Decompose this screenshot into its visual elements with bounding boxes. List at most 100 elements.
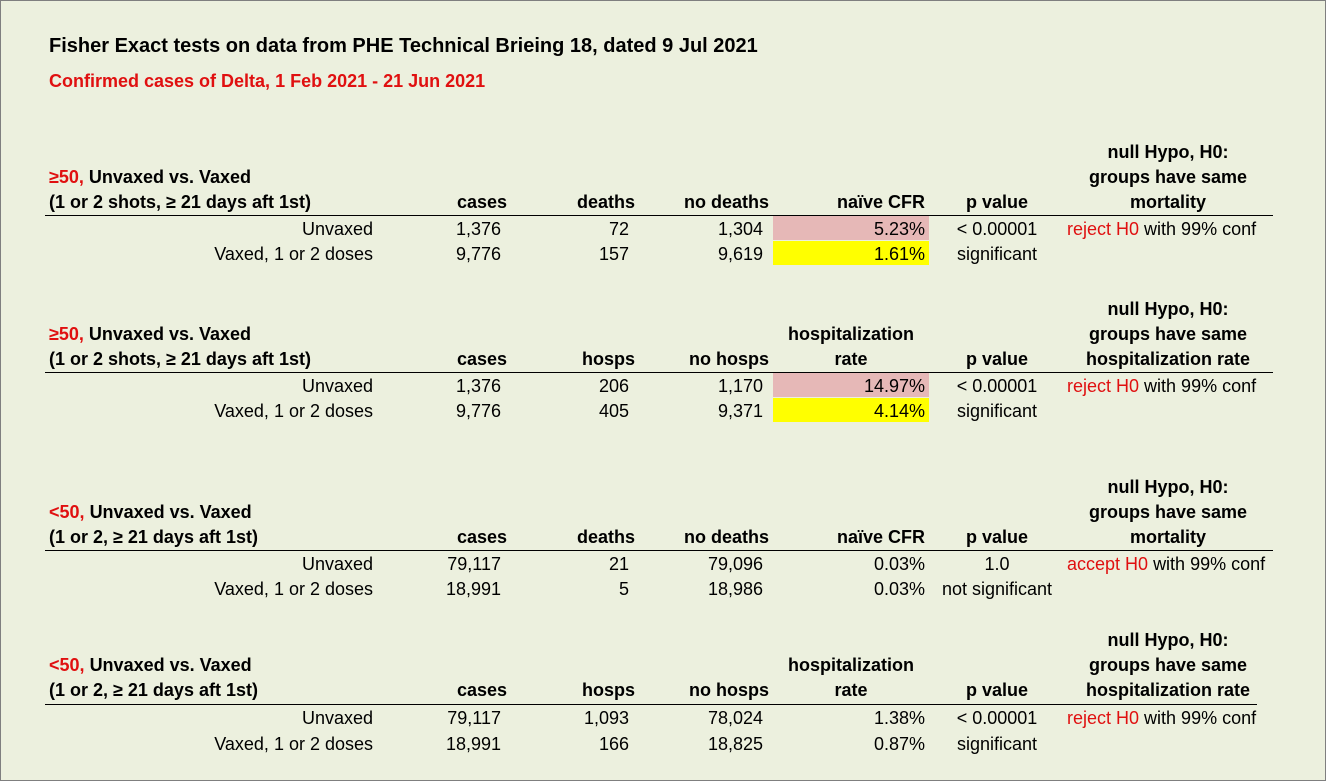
decision-text: accept H0 with 99% conf [1067,551,1265,577]
row-group-label: Vaxed, 1 or 2 doses [214,734,373,754]
decision-label: reject H0 [1067,376,1140,396]
header-rule [45,372,1273,373]
block-heading: ≥50, Unvaxed vs. Vaxed [49,164,251,190]
age-group-label: ≥50, [49,167,84,187]
comparison-label: Unvaxed vs. Vaxed [89,502,252,522]
decision-text: reject H0 with 99% conf [1067,705,1256,731]
col-no-events-header: no hosps [689,680,769,700]
null-hypo-line3: mortality [1129,527,1207,547]
row-p-significance: not significant [941,579,1053,599]
row-rate: 0.03% [873,554,925,574]
row-cases: 18,991 [445,734,501,754]
decision-suffix: with 99% conf [1144,219,1257,239]
row-p-value: < 0.00001 [956,708,1038,728]
row-rate: 4.14% [873,401,925,421]
row-cases: 79,117 [447,708,501,728]
block-subheading: (1 or 2 shots, ≥ 21 days aft 1st) [49,349,311,369]
col-no-events-header: no deaths [683,192,769,212]
rate-highlight-unvaxed [773,373,929,397]
block-subheading: (1 or 2, ≥ 21 days aft 1st) [49,527,258,547]
row-group-label: Vaxed, 1 or 2 doses [214,579,373,599]
row-rate: 0.87% [873,734,925,754]
row-group-label: Unvaxed [301,376,373,396]
block-subheading: (1 or 2, ≥ 21 days aft 1st) [49,680,258,700]
row-events: 21 [608,554,629,574]
block-heading: <50, Unvaxed vs. Vaxed [49,499,252,525]
null-hypo-line2: groups have same [1088,655,1248,675]
null-hypo-line1: null Hypo, H0: [1107,630,1229,650]
row-events: 157 [598,244,629,264]
row-events: 72 [608,219,629,239]
row-no-events: 1,304 [717,219,763,239]
row-events: 166 [598,734,629,754]
null-hypo-line3: mortality [1129,192,1207,212]
row-no-events: 78,024 [707,708,763,728]
row-cases: 1,376 [455,219,501,239]
col-rate-header-line1: hospitalization [788,324,914,344]
col-rate-header-line1 [773,164,929,190]
row-p-significance: significant [956,401,1038,421]
row-p-value: 1.0 [984,554,1010,574]
col-p-header: p value [965,192,1029,212]
decision-label: reject H0 [1067,708,1140,728]
rate-highlight-vaxed [773,398,929,422]
decision-text: reject H0 with 99% conf [1067,373,1256,399]
col-p-header: p value [965,349,1029,369]
row-p-value: < 0.00001 [956,376,1038,396]
col-cases-header: cases [456,680,507,700]
col-events-header: deaths [576,527,635,547]
col-cases-header: cases [456,527,507,547]
row-p-value: < 0.00001 [956,219,1038,239]
row-no-events: 9,371 [717,401,763,421]
comparison-label: Unvaxed vs. Vaxed [88,324,252,344]
row-cases: 18,991 [445,579,501,599]
col-cases-header: cases [456,192,507,212]
row-p-significance: significant [956,244,1038,264]
decision-suffix: with 99% conf [1144,708,1257,728]
null-hypo-line3: hospitalization rate [1085,680,1251,700]
row-no-events: 79,096 [707,554,763,574]
row-no-events: 9,619 [717,244,763,264]
null-hypo-line3: hospitalization rate [1085,349,1251,369]
col-rate-header: naïve CFR [836,192,925,212]
col-rate-header: rate [834,680,868,700]
age-group-label: <50, [49,655,85,675]
block-subheading: (1 or 2 shots, ≥ 21 days aft 1st) [49,192,311,212]
row-group-label: Vaxed, 1 or 2 doses [214,244,373,264]
row-rate: 14.97% [863,376,925,396]
age-group-label: <50, [49,502,85,522]
row-rate: 1.38% [873,708,925,728]
null-hypo-line1: null Hypo, H0: [1107,142,1229,162]
row-rate: 0.03% [873,579,925,599]
row-group-label: Unvaxed [301,708,373,728]
null-hypo-line1: null Hypo, H0: [1107,477,1229,497]
row-cases: 1,376 [455,376,501,396]
header-rule [45,704,1257,705]
row-events: 1,093 [583,708,629,728]
row-p-significance: significant [956,734,1038,754]
decision-label: accept H0 [1067,554,1149,574]
row-events: 5 [618,579,629,599]
rate-highlight-vaxed [773,241,929,265]
row-no-events: 18,986 [707,579,763,599]
null-hypo-line1: null Hypo, H0: [1107,299,1229,319]
comparison-label: Unvaxed vs. Vaxed [88,167,252,187]
row-group-label: Unvaxed [301,554,373,574]
col-no-events-header: no hosps [689,349,769,369]
null-hypo-line2: groups have same [1088,324,1248,344]
block-heading: ≥50, Unvaxed vs. Vaxed [49,321,251,347]
header-rule [45,550,1273,551]
decision-suffix: with 99% conf [1144,376,1257,396]
col-cases-header: cases [456,349,507,369]
row-events: 206 [598,376,629,396]
page-subtitle: Confirmed cases of Delta, 1 Feb 2021 - 2… [49,71,486,91]
col-rate-header-line1: hospitalization [788,655,914,675]
col-rate-header: rate [834,349,868,369]
age-group-label: ≥50, [49,324,84,344]
col-no-events-header: no deaths [683,527,769,547]
col-events-header: hosps [581,680,635,700]
row-rate: 1.61% [873,244,925,264]
row-cases: 9,776 [455,244,501,264]
row-group-label: Vaxed, 1 or 2 doses [214,401,373,421]
